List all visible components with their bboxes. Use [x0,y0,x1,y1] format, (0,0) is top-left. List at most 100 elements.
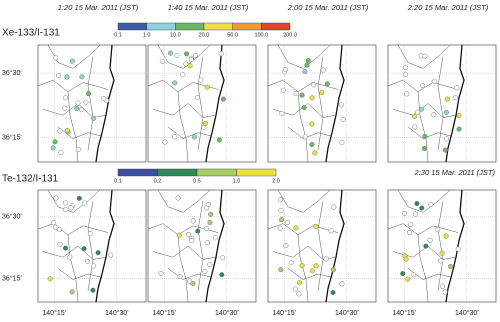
station-dot [69,58,75,64]
station-dot [207,261,213,268]
station-dot [309,141,315,148]
station-dot [428,201,434,207]
station-dot [74,106,80,112]
station-dot [299,92,305,98]
station-dot [50,145,56,151]
boundary [397,44,451,69]
station-dot [405,276,411,282]
panel-frame [37,189,147,303]
colorbar-segment [157,168,198,177]
station-dot [422,133,428,139]
station-dot [280,87,286,93]
station-dot [84,258,91,264]
station-dot [288,260,294,266]
station-dot [203,226,209,232]
lat-label: 36°15' [2,274,22,282]
boundary [277,44,331,69]
colorbar-segment [236,168,277,177]
boundary [177,234,189,303]
station-dot [192,52,199,58]
station-dot [404,91,410,97]
station-dot [438,258,444,264]
colorbar-tick-label: 1.0 [143,32,151,38]
station-dot [279,111,285,117]
station-dot [278,217,285,223]
station-dot [69,289,75,295]
colorbar-segment [203,22,233,31]
station-dot [158,270,164,277]
station-dot [412,113,418,119]
coastline [95,189,115,303]
station-dot [412,211,419,217]
boundary [287,268,333,280]
lon-label: 140°30' [105,309,129,317]
station-dot [414,200,420,207]
station-dot [212,235,219,241]
station-dot [83,99,89,105]
station-dot [330,289,336,296]
colorbar-segment [175,22,205,31]
station-dot [439,283,446,289]
station-dot [202,268,208,275]
station-dot [285,219,291,225]
coastline [445,44,465,163]
lon-label: 140°15' [152,309,176,317]
station-dot [205,201,212,207]
boundary [197,56,204,151]
station-dot [323,256,329,262]
station-dot [455,246,461,252]
coastline [95,44,115,163]
station-dot [51,220,57,226]
station-dot [56,227,62,233]
station-dot [53,195,59,201]
boundary [177,91,189,163]
lon-label: 140°30' [455,309,479,317]
station-dot [183,61,189,67]
station-dot [81,246,87,252]
station-dot [220,255,226,261]
station-dot [309,121,315,127]
colorbar-segment [146,22,176,31]
station-dot [91,263,97,269]
station-dot [296,291,302,297]
station-dot [412,124,418,130]
station-dot [188,56,194,63]
boundary [297,234,309,303]
station-dot [64,74,70,80]
station-dot [53,224,59,230]
station-dot [62,105,68,111]
station-dot [56,73,62,79]
station-dot [172,80,178,86]
boundary [152,245,217,260]
station-dot [301,104,307,111]
station-dot [86,91,92,97]
boundary [287,126,333,139]
boundary [317,56,324,151]
station-dot [302,69,308,75]
station-dot [90,287,96,293]
station-dot [63,200,69,206]
station-dot [304,62,310,68]
station-dot [427,237,433,243]
lon-label: 140°15' [272,309,296,317]
station-dot [101,95,107,102]
station-dot [311,82,317,88]
boundary [57,126,103,139]
time-label: 2:00 15 Mar. 2011 (JST) [287,3,369,12]
boundary [392,103,457,118]
lon-label: 140°30' [215,309,239,317]
station-dot [411,272,417,278]
station-dot [338,102,344,108]
colorbar-tick-label: 0.2 [154,178,162,184]
station-dot [402,71,409,77]
station-dot [447,263,454,270]
station-dot [204,240,210,246]
station-dot [330,267,337,273]
station-dot [190,218,196,224]
station-dot [324,81,330,87]
station-dot [219,272,225,278]
station-dot [442,289,448,295]
lon-label: 140°30' [335,309,359,317]
station-dot [420,82,426,88]
